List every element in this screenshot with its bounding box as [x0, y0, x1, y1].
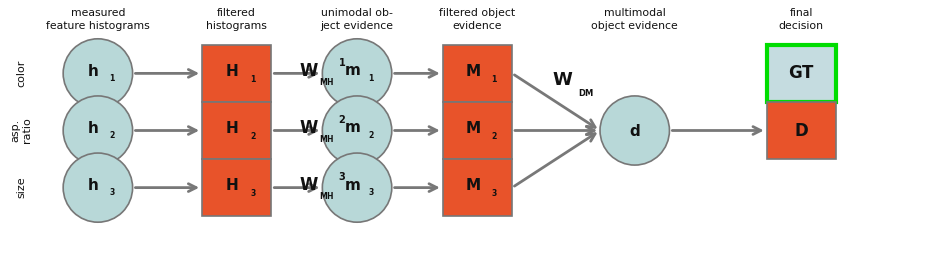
FancyBboxPatch shape [443, 45, 512, 102]
Text: $\mathbf{h}$: $\mathbf{h}$ [87, 63, 99, 79]
FancyBboxPatch shape [767, 45, 836, 102]
Text: $\mathbf{_3}$: $\mathbf{_3}$ [369, 187, 375, 199]
FancyBboxPatch shape [767, 102, 836, 159]
Text: $\mathbf{d}$: $\mathbf{d}$ [629, 122, 641, 139]
Text: $\mathbf{m}$: $\mathbf{m}$ [344, 120, 361, 135]
Text: size: size [16, 177, 26, 198]
Text: measured
feature histograms: measured feature histograms [46, 9, 150, 31]
Ellipse shape [323, 39, 392, 108]
Text: $\mathbf{_1}$: $\mathbf{_1}$ [250, 74, 257, 86]
Ellipse shape [600, 96, 669, 165]
Text: $\mathbf{M}$: $\mathbf{M}$ [464, 120, 480, 136]
Text: $\mathbf{D}$: $\mathbf{D}$ [794, 122, 808, 139]
Text: asp.
ratio: asp. ratio [10, 118, 32, 143]
Text: $\mathbf{W}$: $\mathbf{W}$ [298, 176, 319, 194]
FancyBboxPatch shape [202, 102, 272, 159]
Text: $\mathbf{GT}$: $\mathbf{GT}$ [788, 64, 815, 82]
Text: $\mathbf{H}$: $\mathbf{H}$ [225, 177, 239, 193]
Text: filtered object
evidence: filtered object evidence [439, 9, 515, 31]
Text: $\mathbf{_3}$: $\mathbf{_3}$ [109, 187, 116, 199]
Ellipse shape [323, 153, 392, 222]
Text: $\mathbf{_2}$: $\mathbf{_2}$ [250, 131, 257, 143]
Text: $\mathbf{m}$: $\mathbf{m}$ [344, 177, 361, 193]
Text: $\mathbf{h}$: $\mathbf{h}$ [87, 120, 99, 136]
Ellipse shape [323, 96, 392, 165]
Text: $\mathbf{W}$: $\mathbf{W}$ [552, 71, 574, 89]
FancyBboxPatch shape [443, 159, 512, 216]
Text: $\mathbf{M}$: $\mathbf{M}$ [464, 63, 480, 79]
Text: $\mathbf{MH}$: $\mathbf{MH}$ [319, 190, 335, 201]
Ellipse shape [63, 96, 133, 165]
Ellipse shape [63, 153, 133, 222]
Ellipse shape [63, 39, 133, 108]
Text: $\mathbf{MH}$: $\mathbf{MH}$ [319, 76, 335, 87]
Text: $\mathbf{H}$: $\mathbf{H}$ [225, 120, 239, 136]
Text: multimodal
object evidence: multimodal object evidence [591, 9, 679, 31]
Text: filtered
histograms: filtered histograms [207, 9, 267, 31]
Text: $\mathbf{_1}$: $\mathbf{_1}$ [109, 72, 116, 85]
Text: $\mathbf{_3}$: $\mathbf{_3}$ [490, 188, 498, 200]
Text: color: color [16, 60, 26, 87]
FancyBboxPatch shape [202, 45, 272, 102]
Text: $\mathbf{H}$: $\mathbf{H}$ [225, 63, 239, 79]
Text: $\mathbf{W}$: $\mathbf{W}$ [298, 62, 319, 80]
Text: $\mathbf{_1}$: $\mathbf{_1}$ [490, 74, 498, 86]
Text: $\mathbf{DM}$: $\mathbf{DM}$ [578, 87, 595, 98]
Text: $\mathbf{_2}$: $\mathbf{_2}$ [368, 129, 375, 142]
Text: $\mathbf{MH}$: $\mathbf{MH}$ [319, 133, 335, 144]
Text: $\mathbf{1}$: $\mathbf{1}$ [337, 56, 346, 68]
Text: $\mathbf{3}$: $\mathbf{3}$ [337, 170, 346, 182]
FancyBboxPatch shape [202, 159, 272, 216]
Text: $\mathbf{M}$: $\mathbf{M}$ [464, 177, 480, 193]
Text: $\mathbf{W}$: $\mathbf{W}$ [298, 119, 319, 137]
Text: unimodal ob-
ject evidence: unimodal ob- ject evidence [321, 9, 394, 31]
Text: $\mathbf{_3}$: $\mathbf{_3}$ [250, 188, 257, 200]
FancyBboxPatch shape [443, 102, 512, 159]
Text: $\mathbf{h}$: $\mathbf{h}$ [87, 177, 99, 193]
Text: $\mathbf{m}$: $\mathbf{m}$ [344, 63, 361, 78]
Text: $\mathbf{_1}$: $\mathbf{_1}$ [368, 72, 375, 85]
Text: final
decision: final decision [779, 9, 824, 31]
Text: $\mathbf{_2}$: $\mathbf{_2}$ [490, 131, 498, 143]
Text: $\mathbf{_2}$: $\mathbf{_2}$ [109, 129, 116, 142]
Text: $\mathbf{2}$: $\mathbf{2}$ [337, 113, 346, 125]
